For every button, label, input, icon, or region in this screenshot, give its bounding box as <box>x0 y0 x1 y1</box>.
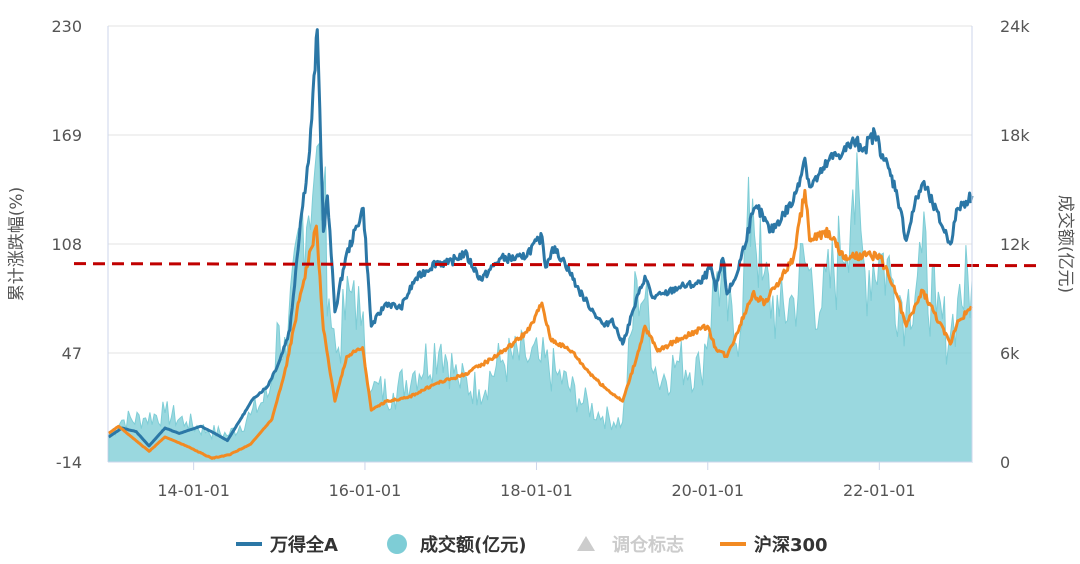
y-left-tick-label: 230 <box>51 17 82 36</box>
legend: 万得全A 成交额(亿元) 调仓标志 沪深300 <box>236 534 828 556</box>
legend-line-icon <box>720 542 746 546</box>
legend-label: 成交额(亿元) <box>420 534 526 556</box>
y-left-tick-label: 169 <box>51 126 82 145</box>
y-right-tick-label: 18k <box>1000 126 1030 145</box>
legend-label: 调仓标志 <box>612 534 684 556</box>
y-right-tick-label: 24k <box>1000 17 1030 36</box>
x-tick-label: 22-01-01 <box>843 481 916 500</box>
legend-triangle-icon <box>577 536 595 551</box>
y-axis-right-title: 成交额(亿元) <box>1055 195 1075 293</box>
x-tick-label: 18-01-01 <box>500 481 573 500</box>
y-left-tick-label: -14 <box>56 453 82 472</box>
legend-item[interactable]: 调仓标志 <box>577 534 684 556</box>
plot-area <box>73 28 1037 463</box>
y-left-tick-label: 108 <box>51 235 82 254</box>
legend-item[interactable]: 万得全A <box>236 534 338 556</box>
x-tick-label: 20-01-01 <box>671 481 744 500</box>
reference-line <box>73 262 1037 268</box>
x-tick-label: 14-01-01 <box>157 481 230 500</box>
y-right-tick-label: 6k <box>1000 344 1020 363</box>
legend-label: 万得全A <box>269 534 338 556</box>
y-axis-left-title: 累计涨跌幅(%) <box>7 187 27 301</box>
axes: 230 24k 169 18k 108 12k 47 6k -14 0 14-01-01 16-01-… <box>51 17 1030 500</box>
legend-circle-icon <box>387 534 407 554</box>
y-right-tick-label: 12k <box>1000 235 1030 254</box>
y-left-tick-label: 47 <box>62 344 82 363</box>
x-tick-label: 16-01-01 <box>329 481 402 500</box>
legend-label: 沪深300 <box>754 534 828 556</box>
legend-item[interactable]: 成交额(亿元) <box>387 534 526 556</box>
legend-line-icon <box>236 542 262 546</box>
legend-item[interactable]: 沪深300 <box>720 534 828 556</box>
csi300-line <box>107 188 973 460</box>
wind-all-a-line <box>107 28 974 448</box>
y-right-tick-label: 0 <box>1000 453 1010 472</box>
